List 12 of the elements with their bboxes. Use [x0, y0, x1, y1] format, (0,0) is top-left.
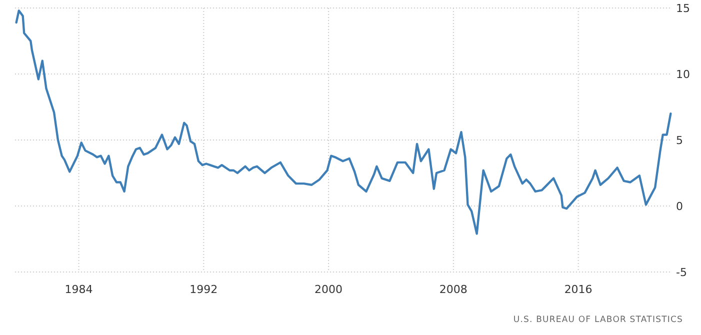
- x-tick-label: 2000: [314, 283, 343, 296]
- line-series: [15, 10, 672, 235]
- y-tick-label: 5: [676, 134, 683, 147]
- y-tick-label: 10: [676, 68, 690, 81]
- y-tick-label: -5: [676, 266, 687, 279]
- y-tick-label: 15: [676, 2, 690, 15]
- x-tick-label: 2016: [564, 283, 592, 296]
- x-tick-label: 2008: [439, 283, 468, 296]
- y-tick-label: 0: [676, 200, 683, 213]
- x-tick-label: 1992: [190, 283, 218, 296]
- text: U.S. BUREAU OF LABOR STATISTICS: [513, 315, 683, 325]
- x-tick-label: 1984: [64, 283, 93, 296]
